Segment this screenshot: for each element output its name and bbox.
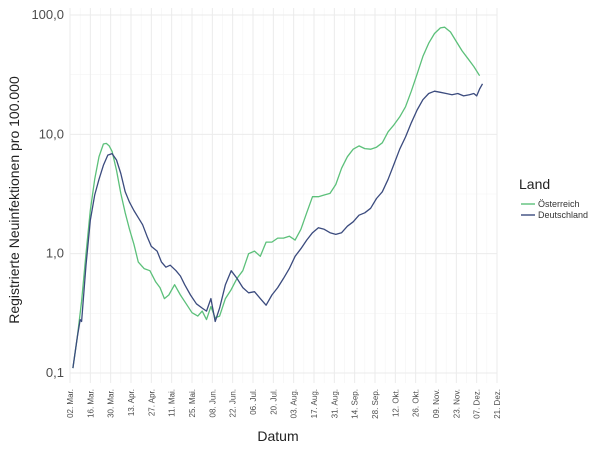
x-tick-label: 27. Apr. bbox=[147, 389, 156, 416]
y-tick-label: 100,0 bbox=[31, 7, 64, 22]
legend-title: Land bbox=[519, 176, 550, 192]
x-tick-label: 26. Okt. bbox=[412, 389, 421, 417]
y-tick-label: 0,1 bbox=[46, 365, 64, 380]
x-tick-label: 14. Sep. bbox=[351, 389, 360, 419]
x-tick-label: 07. Dez. bbox=[473, 389, 482, 419]
x-tick-label: 31. Aug. bbox=[330, 389, 339, 418]
x-tick-label: 08. Jun. bbox=[208, 389, 217, 417]
y-tick-label: 1,0 bbox=[46, 246, 64, 261]
x-axis-title: Datum bbox=[257, 428, 298, 444]
grid bbox=[69, 8, 498, 383]
x-tick-label: 17. Aug. bbox=[310, 389, 319, 418]
series-line-oesterreich bbox=[72, 26, 481, 369]
x-tick-label: 28. Sep. bbox=[371, 389, 380, 419]
x-tick-label: 13. Apr. bbox=[127, 389, 136, 416]
y-axis-title: Registrierte Neuinfektionen pro 100.000 bbox=[6, 76, 22, 324]
y-axis: 0,1 1,0 10,0 100,0 bbox=[31, 7, 64, 380]
x-tick-label: 02. Mar. bbox=[66, 389, 75, 418]
x-tick-label: 23. Nov. bbox=[452, 389, 461, 418]
x-tick-label: 11. Mai. bbox=[168, 389, 177, 417]
x-axis: 02. Mar. 16. Mar. 30. Mar. 13. Apr. 27. Apr.… bbox=[66, 389, 502, 419]
x-tick-label: 12. Okt. bbox=[391, 389, 400, 417]
x-tick-label: 30. Mar. bbox=[107, 389, 116, 418]
series-line-deutschland bbox=[72, 83, 484, 369]
legend-label: Österreich bbox=[538, 199, 580, 209]
x-tick-label: 16. Mar. bbox=[86, 389, 95, 418]
x-tick-label: 09. Nov. bbox=[432, 389, 441, 418]
series-lines bbox=[72, 26, 484, 369]
x-tick-label: 03. Aug. bbox=[290, 389, 299, 418]
legend-label: Deutschland bbox=[538, 210, 588, 220]
y-tick-label: 10,0 bbox=[39, 126, 64, 141]
x-tick-label: 06. Jul. bbox=[249, 389, 258, 415]
x-tick-label: 21. Dez. bbox=[493, 389, 502, 419]
x-tick-label: 25. Mai. bbox=[188, 389, 197, 417]
x-tick-label: 20. Jul. bbox=[269, 389, 278, 415]
x-tick-label: 22. Jun. bbox=[229, 389, 238, 417]
